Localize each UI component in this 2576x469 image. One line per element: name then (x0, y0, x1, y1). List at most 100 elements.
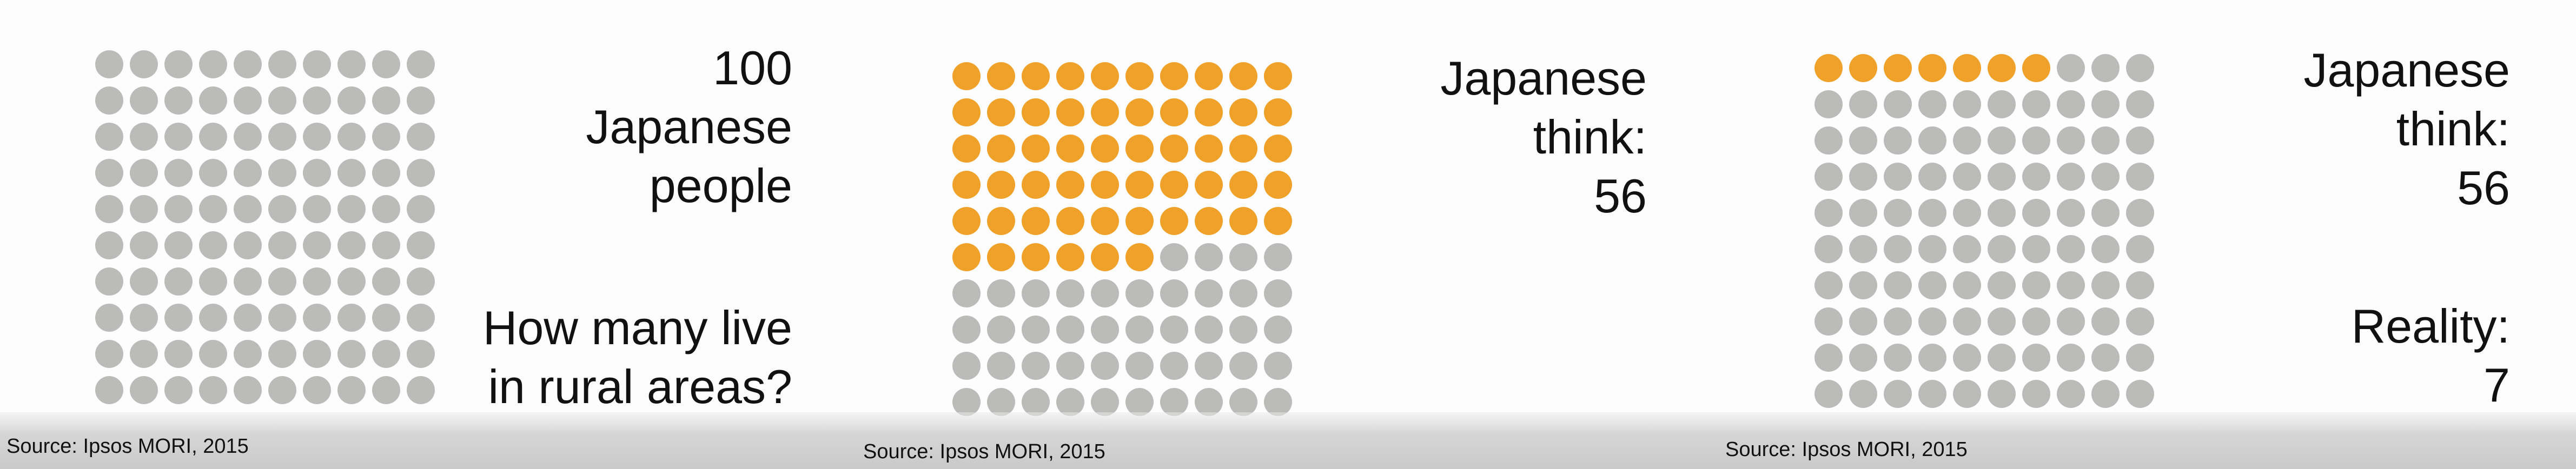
waffle-grid (949, 58, 1295, 420)
person-dot (1884, 234, 1912, 263)
person-dot (234, 339, 262, 368)
person-dot (337, 195, 366, 223)
person-dot (130, 267, 158, 296)
person-dot (2126, 126, 2154, 155)
person-dot (407, 231, 435, 259)
person-dot (1849, 379, 1877, 408)
person-dot (268, 50, 296, 78)
person-dot (337, 50, 366, 78)
person-dot (1195, 243, 1223, 271)
waffle-grid (92, 46, 438, 408)
person-dot (1229, 387, 1257, 416)
highlighted-dot (1091, 62, 1119, 90)
person-dot (2126, 162, 2154, 191)
person-dot (1953, 90, 1981, 118)
person-dot (2057, 234, 2085, 263)
source-text: Source: Ipsos MORI, 2015 (1725, 438, 1968, 461)
person-dot (268, 86, 296, 115)
person-dot (337, 303, 366, 332)
highlighted-dot (1195, 62, 1223, 90)
person-dot (130, 50, 158, 78)
person-dot (1988, 198, 2016, 227)
person-dot (1022, 351, 1050, 380)
person-dot (303, 231, 331, 259)
highlighted-dot (1160, 62, 1188, 90)
person-dot (234, 50, 262, 78)
person-dot (130, 86, 158, 115)
highlighted-dot (1125, 206, 1154, 235)
person-dot (234, 195, 262, 223)
person-dot (268, 231, 296, 259)
person-dot (234, 86, 262, 115)
person-dot (130, 195, 158, 223)
heading-line: 56 (2457, 161, 2510, 215)
person-dot (268, 195, 296, 223)
person-dot (1815, 162, 1843, 191)
person-dot (1953, 271, 1981, 299)
person-dot (1953, 234, 1981, 263)
person-dot (1022, 279, 1050, 307)
person-dot (199, 122, 227, 151)
person-dot (234, 122, 262, 151)
person-dot (1022, 315, 1050, 344)
person-dot (1815, 343, 1843, 372)
highlighted-dot (1091, 243, 1119, 271)
highlighted-dot (1125, 134, 1154, 163)
highlighted-dot (1022, 134, 1050, 163)
person-dot (1056, 351, 1084, 380)
person-dot (1884, 271, 1912, 299)
person-dot (130, 122, 158, 151)
highlighted-dot (1264, 170, 1292, 199)
person-dot (337, 231, 366, 259)
highlighted-dot (1229, 170, 1257, 199)
person-dot (1918, 126, 1946, 155)
heading-line: 56 (1594, 169, 1647, 223)
highlighted-dot (952, 134, 981, 163)
heading-line: people (649, 159, 792, 212)
person-dot (1988, 126, 2016, 155)
person-dot (199, 339, 227, 368)
person-dot (407, 267, 435, 296)
person-dot (1918, 271, 1946, 299)
person-dot (130, 303, 158, 332)
person-dot (1815, 271, 1843, 299)
highlighted-dot (1264, 206, 1292, 235)
highlighted-dot (952, 98, 981, 126)
person-dot (1056, 279, 1084, 307)
person-dot (1160, 279, 1188, 307)
person-dot (199, 231, 227, 259)
highlighted-dot (1229, 206, 1257, 235)
person-dot (407, 158, 435, 187)
person-dot (130, 158, 158, 187)
person-dot (337, 267, 366, 296)
person-dot (1988, 90, 2016, 118)
person-dot (1229, 279, 1257, 307)
person-dot (164, 50, 193, 78)
highlighted-dot (952, 62, 981, 90)
person-dot (2022, 198, 2050, 227)
person-dot (1988, 234, 2016, 263)
person-dot (372, 122, 400, 151)
person-dot (1815, 379, 1843, 408)
person-dot (164, 339, 193, 368)
question-line: in rural areas? (488, 360, 792, 413)
person-dot (2091, 379, 2120, 408)
person-dot (337, 376, 366, 404)
person-dot (1160, 351, 1188, 380)
person-dot (303, 195, 331, 223)
person-dot (1849, 307, 1877, 336)
person-dot (1264, 351, 1292, 380)
person-dot (199, 267, 227, 296)
person-dot (2091, 343, 2120, 372)
highlighted-dot (1022, 243, 1050, 271)
person-dot (2057, 343, 2085, 372)
person-dot (337, 86, 366, 115)
person-dot (234, 303, 262, 332)
person-dot (1884, 343, 1912, 372)
person-dot (268, 376, 296, 404)
person-dot (1229, 315, 1257, 344)
heading-line: Japanese (586, 100, 792, 153)
source-bar: Source: Ipsos MORI, 2015 (0, 412, 858, 469)
person-dot (2126, 90, 2154, 118)
person-dot (987, 351, 1015, 380)
